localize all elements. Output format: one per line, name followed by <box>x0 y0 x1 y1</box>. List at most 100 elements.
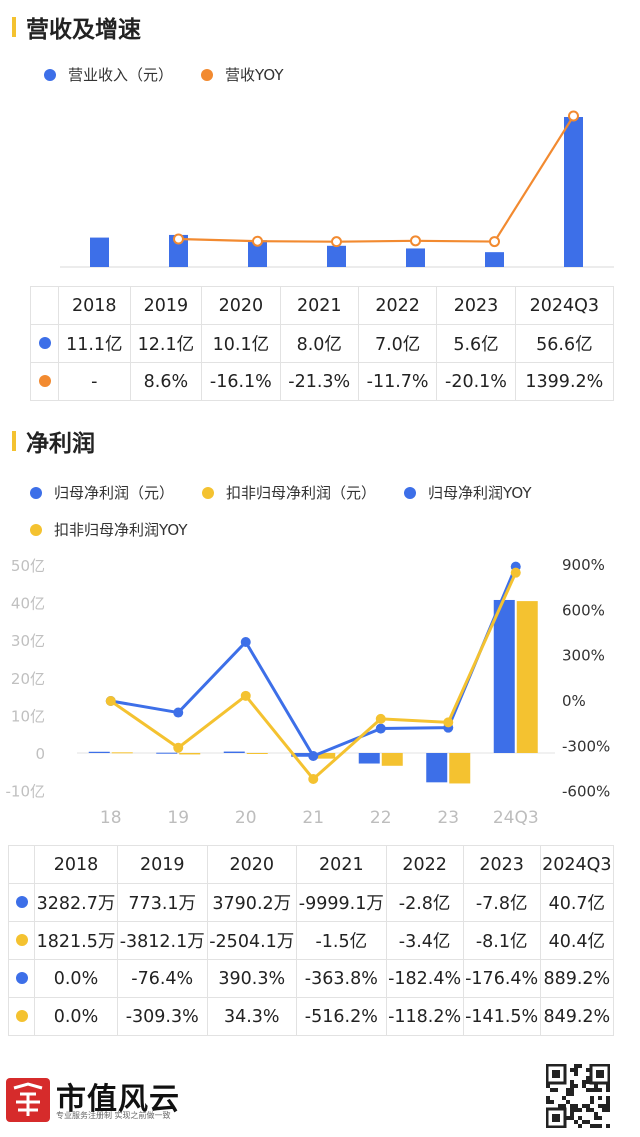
qr-module <box>594 1088 598 1092</box>
left-axis-tick-label: 0 <box>35 745 45 763</box>
profit-title-text: 净利润 <box>26 431 95 457</box>
series-dot <box>38 374 51 387</box>
series-marker-cell <box>8 883 35 922</box>
deducted-profit-yoy-point <box>240 690 251 701</box>
table-header-cell: 2021 <box>279 286 359 325</box>
qr-module <box>598 1116 602 1120</box>
net-profit-yoy-point <box>308 750 319 761</box>
table-cell: -20.1% <box>436 362 516 401</box>
right-axis-tick-label: 300% <box>562 647 605 665</box>
qr-module <box>570 1112 574 1116</box>
table-cell: 8.0亿 <box>279 324 359 363</box>
table-cell: -516.2% <box>296 997 387 1036</box>
revenue-bar <box>406 248 425 267</box>
table-cell: -3.4亿 <box>385 921 464 960</box>
table-cell: -176.4% <box>462 959 541 998</box>
right-axis-tick-label: 600% <box>562 601 605 619</box>
qr-finder <box>546 1107 567 1128</box>
revenue-legend: 营业收入（元） 营收YOY <box>44 64 312 101</box>
legend-item-net-profit: 归母净利润（元） <box>30 482 174 503</box>
table-cell: 773.1万 <box>116 883 208 922</box>
table-cell: - <box>58 362 131 401</box>
deducted-profit-yoy-point <box>308 774 319 785</box>
qr-module <box>594 1112 598 1116</box>
qr-module <box>562 1096 566 1100</box>
net-profit-bar <box>358 753 380 764</box>
qr-module <box>570 1080 574 1084</box>
net-profit-yoy-line <box>110 566 518 758</box>
left-axis-tick-label: -10亿 <box>6 783 46 801</box>
revenue-yoy-line <box>178 115 575 243</box>
deducted-profit-bar <box>381 753 403 766</box>
revenue-yoy-point <box>568 110 579 122</box>
qr-module <box>546 1084 550 1088</box>
table-header-cell: 2020 <box>206 845 298 884</box>
qr-module <box>606 1104 610 1108</box>
table-header-cell: 2019 <box>116 845 208 884</box>
table-cell: 3790.2万 <box>206 883 298 922</box>
table-cell: -3812.1万 <box>116 921 208 960</box>
qr-module <box>582 1104 586 1108</box>
qr-module <box>590 1124 594 1128</box>
table-row: 1821.5万 -3812.1万 -2504.1万 -1.5亿 -3.4亿 -8.1亿 40… <box>8 921 615 960</box>
table-header-cell: 2021 <box>296 845 387 884</box>
x-axis-tick-label: 22 <box>370 808 392 828</box>
qr-module <box>570 1116 574 1120</box>
qr-module <box>562 1104 566 1108</box>
left-axis-tick-label: 40亿 <box>11 595 45 613</box>
revenue-title-text: 营收及增速 <box>26 17 141 43</box>
revenue-yoy-point <box>331 236 342 248</box>
legend-dot <box>30 523 42 536</box>
revenue-bar <box>564 117 583 267</box>
right-axis-tick-label: -600% <box>562 783 610 801</box>
qr-module <box>566 1116 570 1120</box>
revenue-yoy-point <box>489 236 500 248</box>
qr-module <box>590 1096 594 1100</box>
qr-module <box>570 1088 574 1092</box>
net-profit-yoy-point <box>375 723 386 734</box>
table-cell: 10.1亿 <box>201 324 281 363</box>
table-cell: -8.1亿 <box>462 921 541 960</box>
series-dot <box>15 1009 28 1022</box>
left-axis-tick-label: 30亿 <box>11 632 45 650</box>
footer: 市值风云 专业服务注册制 实现之前做一致 <box>0 1058 640 1137</box>
table-cell: -21.3% <box>279 362 359 401</box>
qr-module <box>574 1072 578 1076</box>
series-marker-cell <box>8 997 35 1036</box>
qr-module <box>550 1088 554 1092</box>
table-cell: 889.2% <box>539 959 615 998</box>
qr-module <box>566 1100 570 1104</box>
revenue-table: 2018 2019 2020 2021 2022 2023 2024Q3 11.1亿 12.1亿… <box>30 286 615 401</box>
table-header-row: 2018 2019 2020 2021 2022 2023 2024Q3 <box>8 845 615 884</box>
legend-dot <box>404 486 417 499</box>
qr-module <box>586 1080 590 1084</box>
qr-module <box>582 1120 586 1124</box>
qr-module <box>590 1100 594 1104</box>
table-header-cell <box>8 845 35 884</box>
table-cell: -16.1% <box>201 362 281 401</box>
qr-module <box>586 1088 590 1092</box>
qr-module <box>570 1068 574 1072</box>
x-axis-tick-label: 18 <box>100 808 122 828</box>
table-row: -8.6% -16.1% -21.3% -11.7% -20.1% 1399.2% <box>30 362 615 401</box>
revenue-section-title: 营收及增速 <box>12 10 141 44</box>
table-header-cell: 2023 <box>462 845 541 884</box>
table-row: 0.0% -76.4% 390.3% -363.8% -182.4% -176.4% 889… <box>8 959 615 998</box>
qr-finder <box>546 1064 567 1085</box>
qr-module <box>606 1096 610 1100</box>
qr-module <box>606 1088 610 1092</box>
legend-label: 归母净利润YOY <box>428 484 532 502</box>
legend-dot <box>201 68 214 81</box>
table-cell: -9999.1万 <box>296 883 387 922</box>
revenue-bar <box>169 234 188 267</box>
qr-module <box>566 1092 570 1096</box>
deducted-profit-yoy-point <box>105 696 116 706</box>
qr-module <box>598 1088 602 1092</box>
deducted-profit-yoy-point <box>375 713 386 724</box>
qr-finder <box>589 1064 610 1085</box>
deducted-profit-bar <box>179 753 201 755</box>
net-profit-bar <box>426 753 448 783</box>
title-accent-bar <box>12 431 16 451</box>
table-cell: 40.4亿 <box>539 921 615 960</box>
series-marker-cell <box>30 324 59 363</box>
